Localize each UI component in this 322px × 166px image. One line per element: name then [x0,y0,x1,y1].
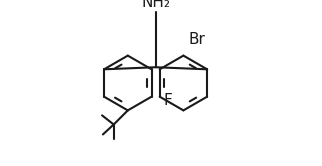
Text: Br: Br [188,32,205,47]
Text: F: F [164,92,173,108]
Text: NH₂: NH₂ [141,0,170,10]
